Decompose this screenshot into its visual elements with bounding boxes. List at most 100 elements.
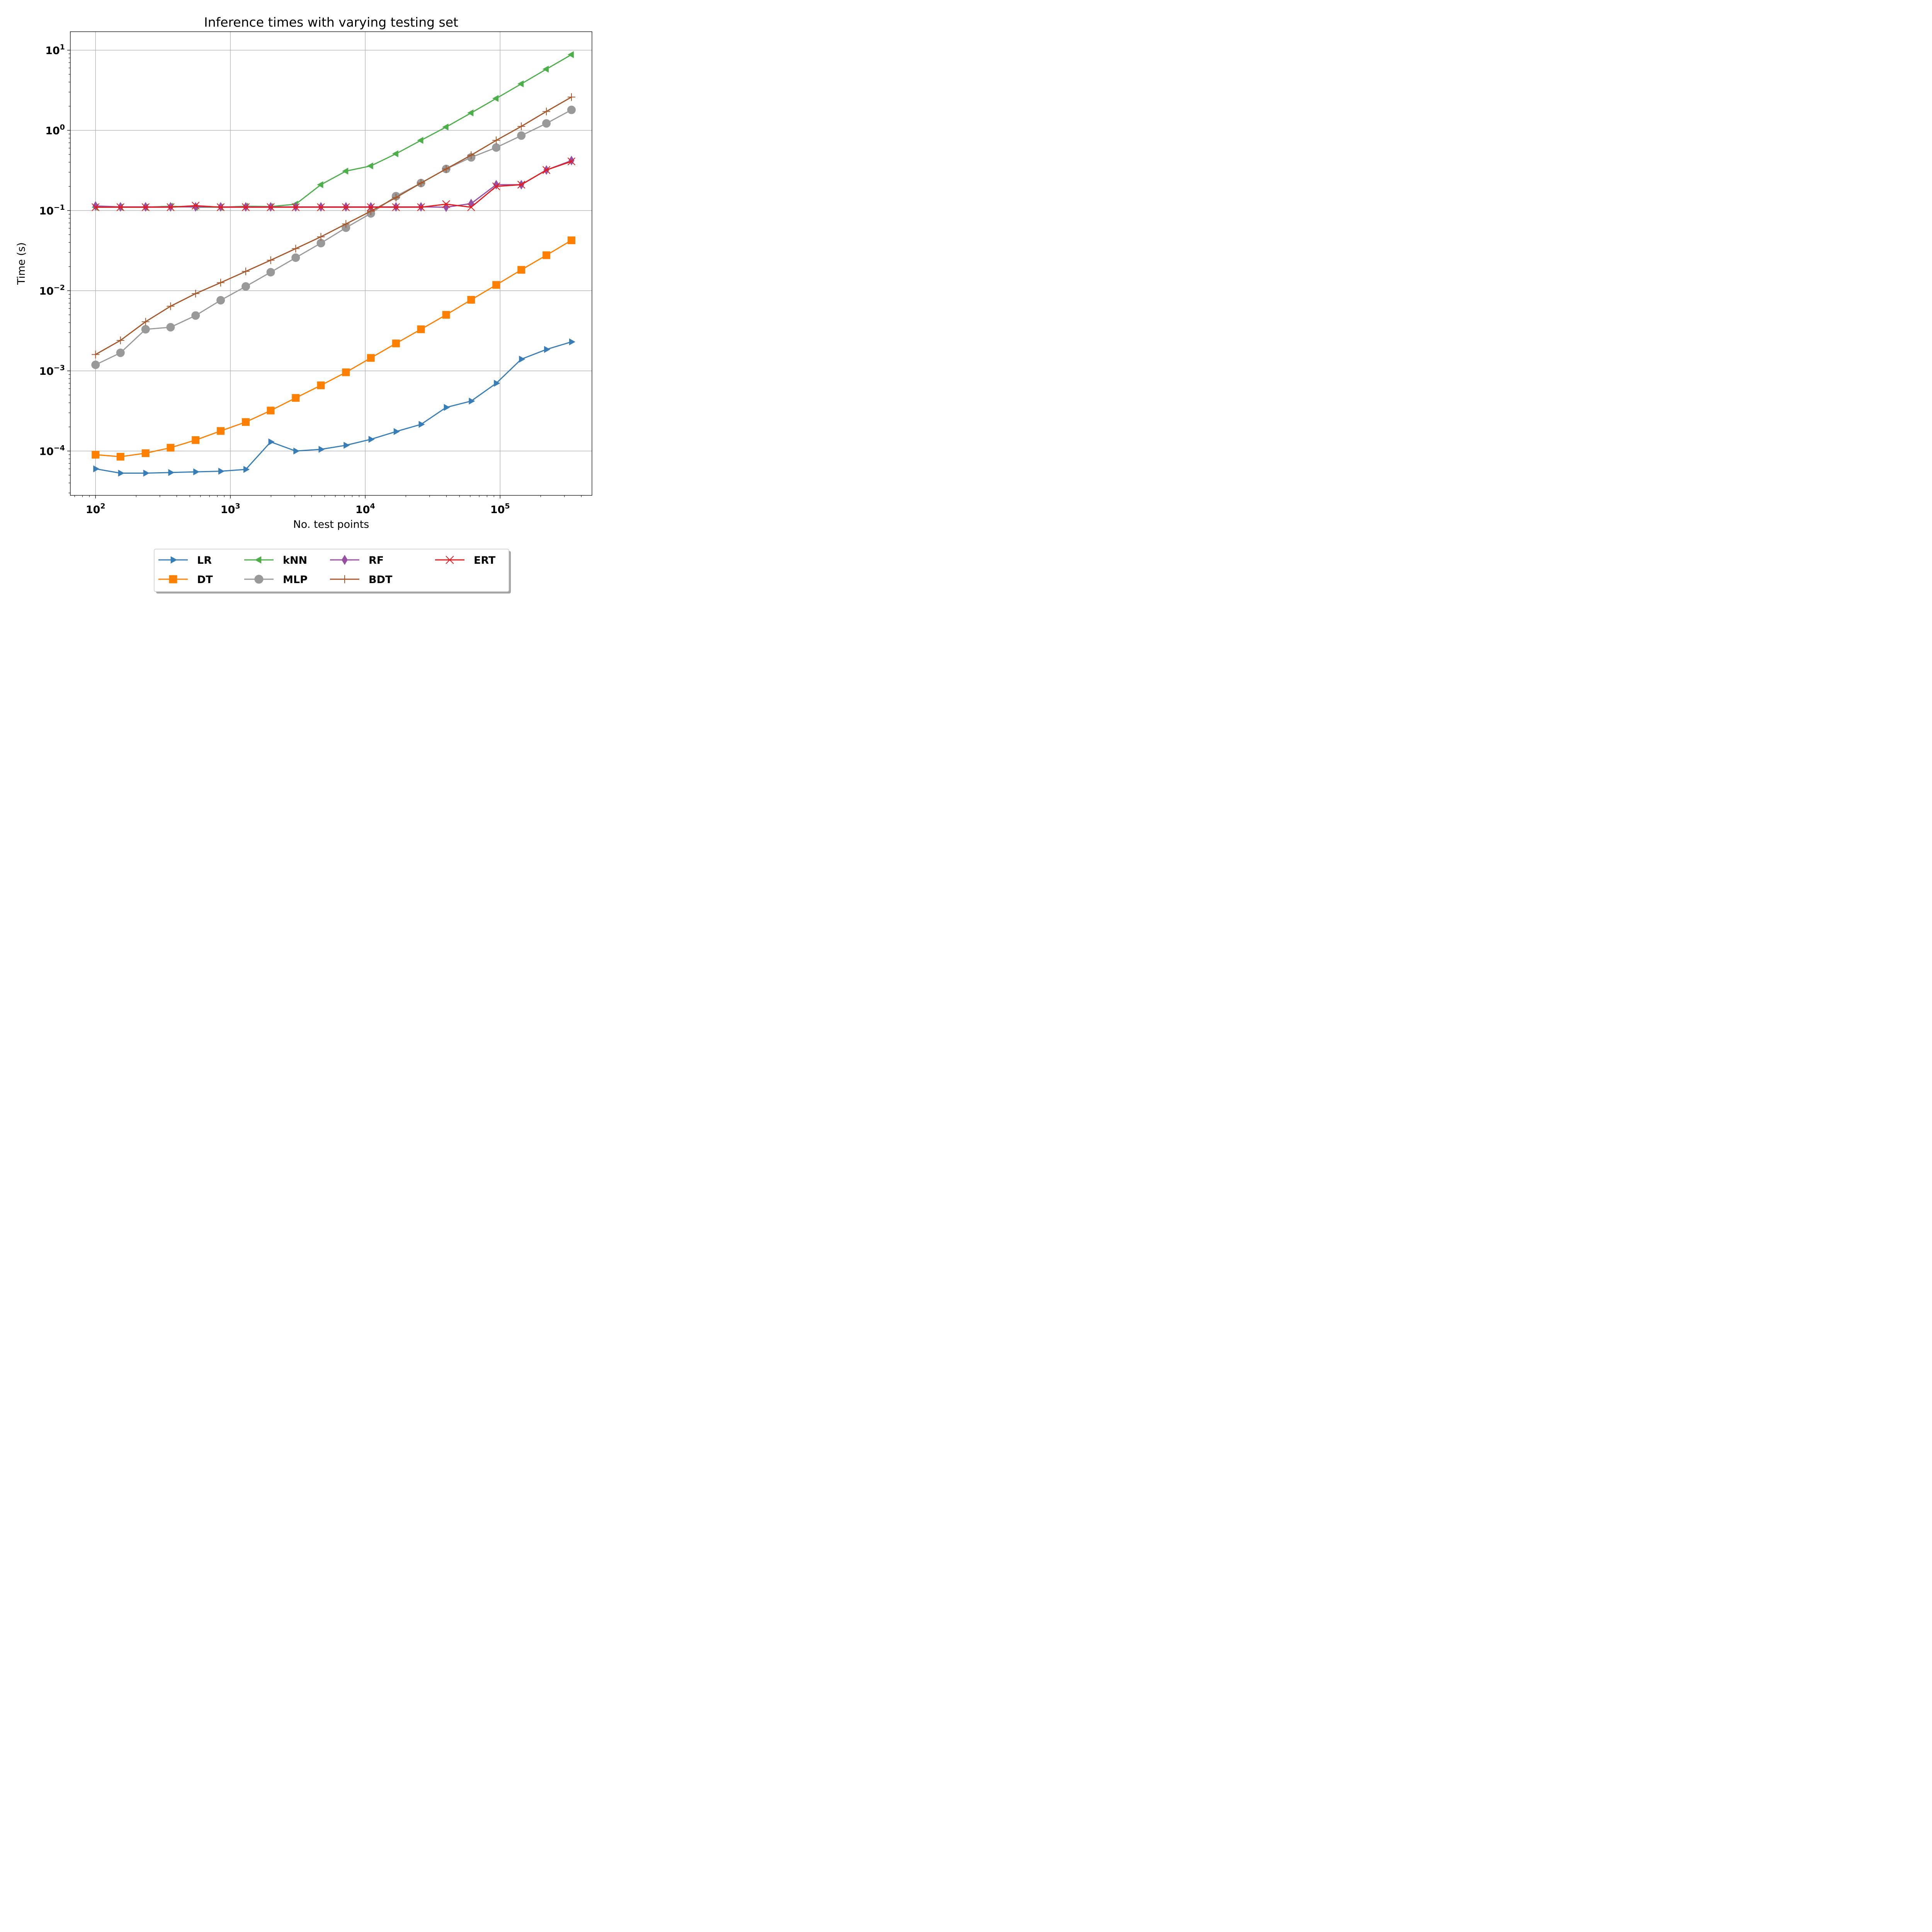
data-point-dt (442, 311, 450, 319)
data-point-ert (141, 203, 150, 211)
data-point-knn (342, 167, 349, 175)
data-point-bdt (217, 279, 225, 287)
data-point-knn (492, 95, 499, 102)
data-point-bdt (367, 207, 375, 215)
data-point-dt (342, 368, 350, 376)
data-point-mlp (242, 282, 250, 291)
data-point-knn (567, 51, 574, 58)
data-point-mlp (216, 296, 225, 305)
plot-series (91, 51, 576, 477)
data-point-dt (167, 444, 175, 452)
y-tick-label: 10−2 (39, 283, 65, 297)
data-point-bdt (492, 136, 500, 145)
data-point-ert (216, 203, 225, 211)
data-point-lr (368, 435, 375, 443)
data-point-ert (567, 157, 576, 165)
legend-item-dt: DT (158, 574, 213, 586)
data-point-lr (344, 442, 350, 449)
data-point-ert (317, 203, 325, 211)
data-point-dt (492, 281, 500, 289)
legend-label-mlp: MLP (283, 574, 308, 586)
data-point-lr (519, 355, 526, 363)
data-point-bdt (192, 289, 200, 298)
data-point-mlp (517, 131, 526, 140)
series-line-mlp (95, 109, 572, 366)
data-point-bdt (242, 267, 250, 276)
legend-marker-knn (255, 556, 262, 564)
series-dt (92, 236, 575, 461)
x-tick-label: 102 (86, 502, 105, 516)
series-lr (93, 338, 575, 477)
data-point-ert (467, 203, 475, 211)
y-tick-label: 10−1 (39, 203, 65, 217)
data-point-bdt (442, 165, 450, 173)
data-point-lr (318, 446, 325, 453)
data-point-ert (442, 200, 450, 208)
data-point-bdt (92, 350, 100, 359)
data-point-knn (392, 150, 398, 157)
data-point-ert (492, 182, 500, 190)
data-point-dt (317, 381, 325, 389)
legend-marker-mlp (254, 575, 264, 584)
grid-lines (70, 32, 592, 495)
data-point-mlp (141, 325, 150, 334)
y-tick-label: 10−3 (39, 364, 65, 378)
legend-label-knn: kNN (283, 554, 307, 566)
chart-background (0, 0, 606, 606)
legend-label-bdt: BDT (369, 574, 393, 586)
data-point-mlp (266, 268, 275, 277)
data-point-dt (292, 394, 300, 402)
data-point-lr (93, 465, 100, 473)
x-tick-label: 104 (355, 502, 375, 516)
y-axis: 10−4 10−3 10−2 10−1 100 101 (39, 43, 70, 457)
data-point-bdt (567, 93, 575, 101)
data-point-dt (92, 451, 100, 459)
data-point-dt (543, 251, 551, 259)
data-point-bdt (342, 220, 350, 228)
data-point-mlp (191, 311, 200, 320)
data-point-bdt (167, 302, 175, 310)
legend-item-rf: RF (330, 554, 384, 566)
data-point-lr (168, 469, 175, 476)
data-point-mlp (567, 105, 576, 114)
legend-item-bdt: BDT (330, 574, 393, 586)
legend-item-ert: ERT (435, 554, 496, 566)
data-point-ert (417, 203, 425, 211)
data-point-mlp (316, 239, 325, 248)
data-point-dt (567, 236, 575, 244)
data-point-lr (118, 469, 124, 477)
data-point-lr (544, 346, 551, 353)
data-point-ert (542, 166, 551, 174)
data-point-mlp (492, 143, 501, 152)
data-point-ert (192, 202, 200, 210)
data-point-lr (418, 421, 425, 428)
data-point-ert (292, 203, 300, 211)
series-bdt (92, 93, 575, 359)
data-point-dt (367, 354, 375, 362)
data-point-mlp (116, 349, 125, 357)
data-point-bdt (141, 318, 150, 326)
series-line-bdt (95, 96, 572, 355)
data-point-bdt (543, 107, 551, 116)
data-point-dt (467, 296, 475, 304)
data-point-bdt (317, 233, 325, 241)
data-point-knn (517, 80, 524, 88)
data-point-knn (367, 162, 373, 170)
x-axis-label: No. test points (293, 519, 369, 531)
data-point-bdt (116, 336, 124, 344)
data-point-knn (543, 65, 549, 73)
chart: Inference times with varying testing set… (0, 0, 606, 606)
data-point-lr (143, 469, 150, 477)
legend-marker-lr (170, 556, 177, 564)
legend-items: LR DT kNN MLP RF BDT ERT (158, 554, 496, 586)
data-point-dt (116, 452, 124, 461)
plot-frame (70, 31, 592, 496)
data-point-ert (367, 203, 375, 211)
data-point-ert (267, 203, 275, 211)
series-line-dt (95, 240, 572, 457)
legend-label-ert: ERT (474, 554, 496, 566)
data-point-ert (517, 180, 526, 189)
data-point-dt (417, 325, 425, 333)
data-point-bdt (392, 194, 400, 202)
legend-marker-bdt (340, 575, 349, 583)
